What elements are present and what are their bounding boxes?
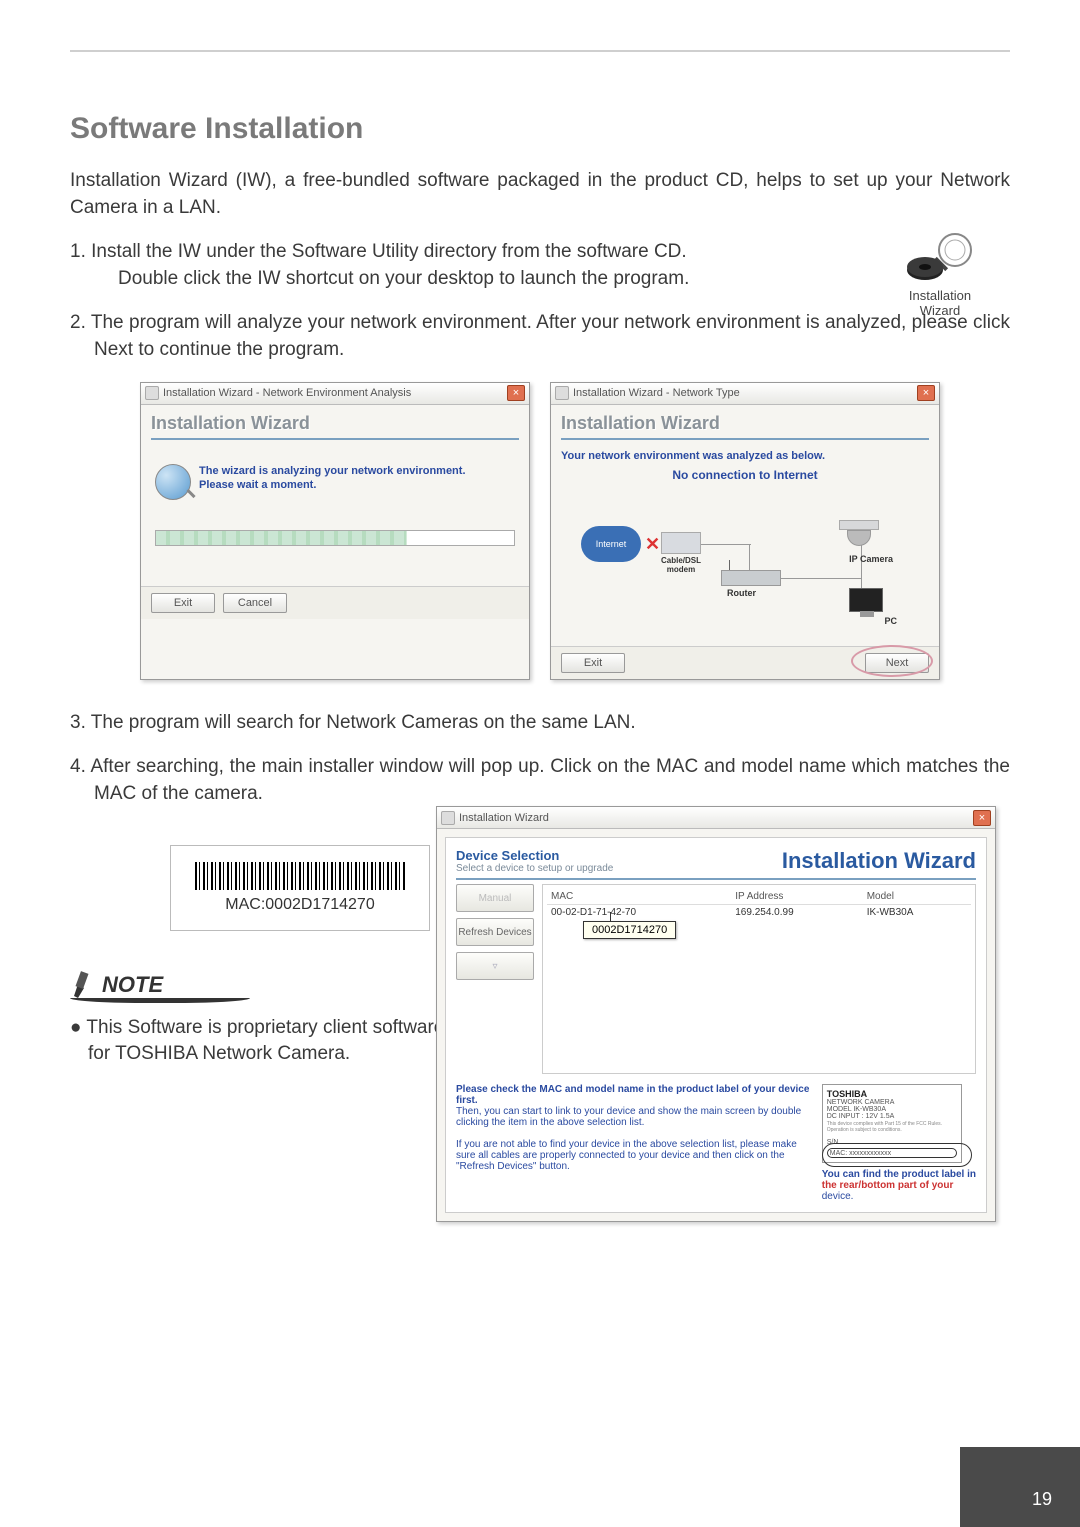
app-icon xyxy=(145,386,159,400)
modem-label: Cable/DSL modem xyxy=(653,556,709,574)
step4: 4. After searching, the main installer w… xyxy=(70,754,1010,807)
app-icon xyxy=(555,386,569,400)
exit-button[interactable]: Exit xyxy=(561,653,625,673)
device-list[interactable]: MAC IP Address Model 00-02-D1-71-42-70 1… xyxy=(542,884,976,1074)
col-ip: IP Address xyxy=(731,889,862,905)
page-title: Software Installation xyxy=(70,112,1010,146)
mac-tooltip: 0002D1714270 xyxy=(583,921,676,939)
analyzed-text: Your network environment was analyzed as… xyxy=(561,450,929,462)
step1-line1: 1. Install the IW under the Software Uti… xyxy=(70,241,687,262)
barcode-text: MAC:0002D1714270 xyxy=(225,896,374,914)
dialog1-title: Installation Wizard - Network Environmen… xyxy=(163,387,507,399)
note-bullet: ● This Software is proprietary client so… xyxy=(70,1015,450,1066)
exit-button[interactable]: Exit xyxy=(151,593,215,613)
dialog2-title: Installation Wizard - Network Type xyxy=(573,387,917,399)
next-button[interactable]: Next xyxy=(865,653,929,673)
barcode-box: MAC:0002D1714270 xyxy=(170,845,430,931)
cell-model: IK-WB30A xyxy=(863,905,971,921)
find-label-text: You can find the product label in the re… xyxy=(822,1169,976,1202)
dialog-row: Installation Wizard - Network Environmen… xyxy=(140,382,1010,680)
ipcam-label: IP Camera xyxy=(849,554,893,564)
pc-label: PC xyxy=(884,616,897,626)
modem-icon xyxy=(661,532,701,554)
note-label: NOTE xyxy=(102,972,163,998)
step1: 1. Install the IW under the Software Uti… xyxy=(70,239,790,292)
cell-mac: 00-02-D1-71-42-70 xyxy=(547,905,731,921)
camera-icon xyxy=(839,520,879,550)
pencil-icon xyxy=(70,970,96,1000)
device-selection-sub: Select a device to setup or upgrade xyxy=(456,863,782,874)
x-icon: ✕ xyxy=(645,534,660,555)
cell-ip: 169.254.0.99 xyxy=(731,905,862,921)
magnifier-icon xyxy=(155,464,191,500)
dialog3-title: Installation Wizard xyxy=(459,812,973,824)
manual-button[interactable]: Manual xyxy=(456,884,534,912)
app-icon xyxy=(441,811,455,825)
installation-wizard-shortcut[interactable]: Installation Wizard xyxy=(890,230,990,318)
page-number: 19 xyxy=(960,1447,1080,1527)
internet-cloud: Internet xyxy=(581,526,641,562)
dialog-network-type: Installation Wizard - Network Type × Ins… xyxy=(550,382,940,680)
close-icon[interactable]: × xyxy=(917,385,935,401)
instruction-text: Please check the MAC and model name in t… xyxy=(456,1084,812,1202)
network-diagram: Internet ✕ Cable/DSL modem Router IP Cam… xyxy=(571,496,919,626)
close-icon[interactable]: × xyxy=(507,385,525,401)
dialog1-heading: Installation Wizard xyxy=(151,413,519,440)
intro-text: Installation Wizard (IW), a free-bundled… xyxy=(70,168,1010,221)
dialog2-heading: Installation Wizard xyxy=(561,413,929,440)
product-label: TOSHIBA NETWORK CAMERA MODEL IK-WB30A DC… xyxy=(822,1084,962,1163)
step1-line2: Double click the IW shortcut on your des… xyxy=(118,266,790,293)
cancel-button[interactable]: Cancel xyxy=(223,593,287,613)
dialog-analysis: Installation Wizard - Network Environmen… xyxy=(140,382,530,680)
refresh-devices-button[interactable]: Refresh Devices xyxy=(456,918,534,946)
device-selection-heading: Device Selection xyxy=(456,848,782,863)
step3: 3. The program will search for Network C… xyxy=(70,710,1010,737)
shortcut-label2: Wizard xyxy=(890,303,990,318)
dialog-device-selection: Installation Wizard × Device Selection S… xyxy=(436,806,996,1222)
close-icon[interactable]: × xyxy=(973,810,991,826)
router-label: Router xyxy=(727,588,756,598)
note-section: NOTE ● This Software is proprietary clie… xyxy=(70,970,450,1066)
step2: 2. The program will analyze your network… xyxy=(70,310,1010,363)
pc-icon xyxy=(849,588,883,612)
noconn-text: No connection to Internet xyxy=(561,468,929,482)
router-icon xyxy=(721,570,781,586)
col-mac: MAC xyxy=(547,889,731,905)
expand-button[interactable]: ▿ xyxy=(456,952,534,980)
progress-bar xyxy=(155,530,515,546)
analyze-text: The wizard is analyzing your network env… xyxy=(199,464,466,493)
dialog3-heading: Installation Wizard xyxy=(782,848,976,874)
col-model: Model xyxy=(863,889,971,905)
shortcut-label1: Installation xyxy=(890,288,990,303)
barcode-icon xyxy=(195,862,405,890)
